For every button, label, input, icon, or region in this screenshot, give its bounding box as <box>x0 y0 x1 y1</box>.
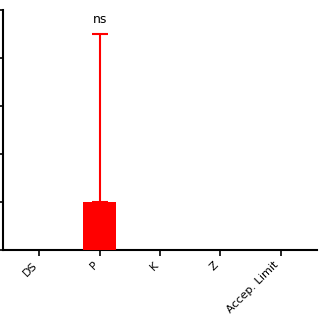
Text: ns: ns <box>92 13 107 27</box>
Bar <box>83 202 116 250</box>
